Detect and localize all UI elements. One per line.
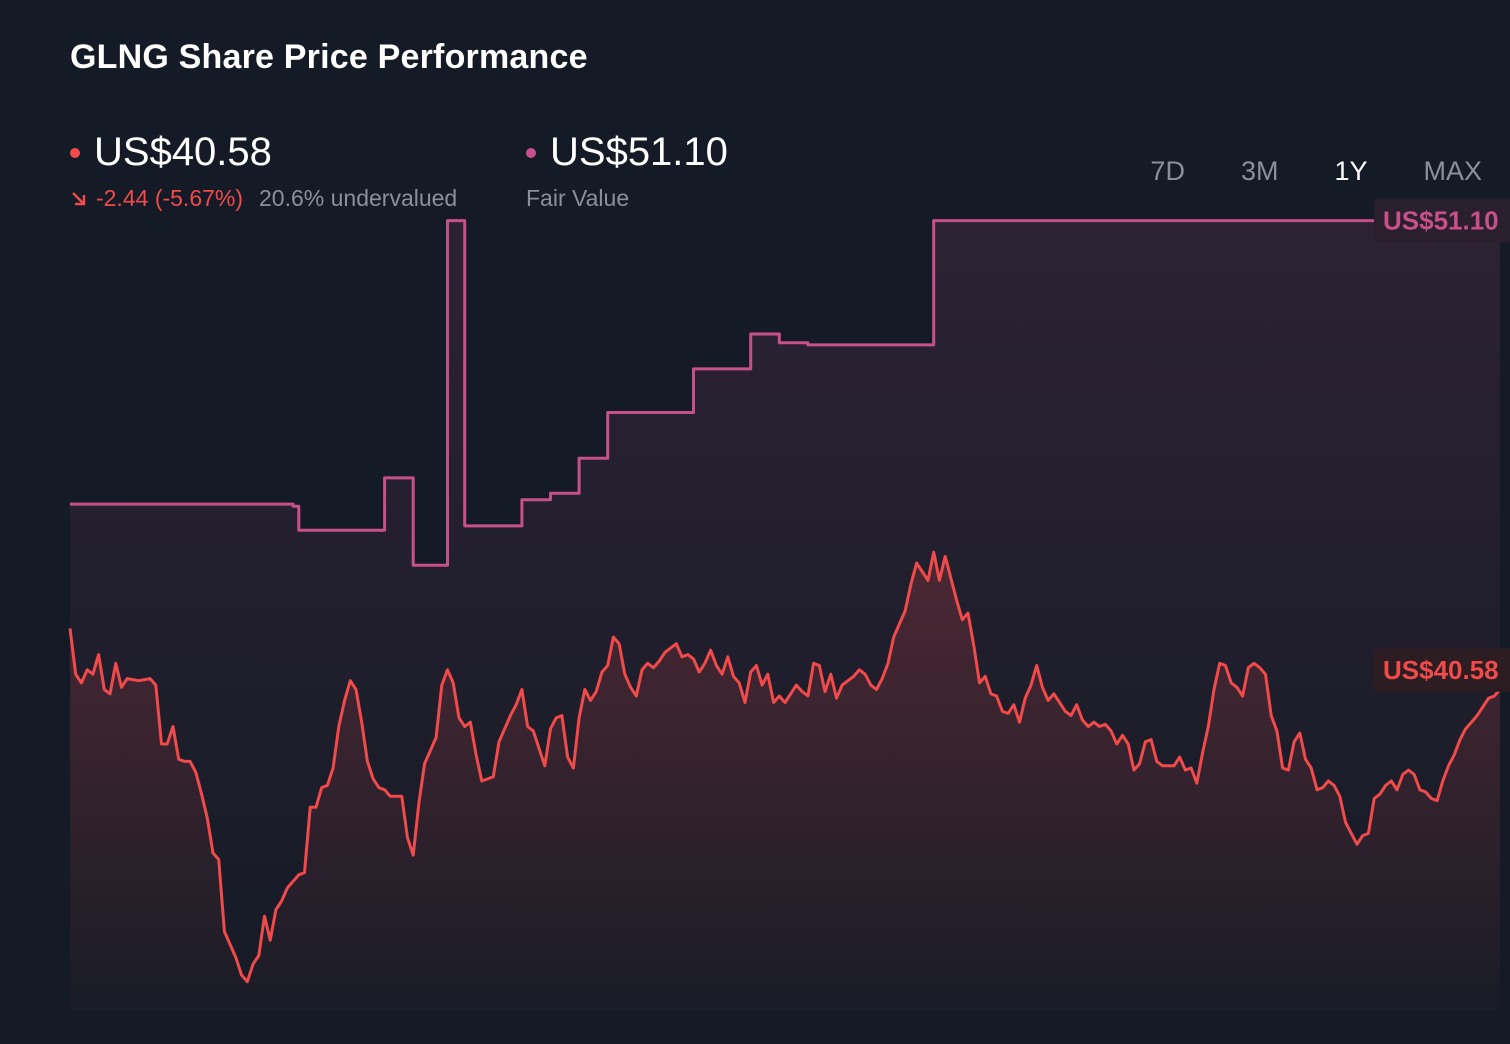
- period-max[interactable]: MAX: [1423, 156, 1482, 186]
- price-area: [70, 552, 1500, 1010]
- fair-value-value: US$51.10: [550, 130, 728, 174]
- fair-value-stat: US$51.10 Fair Value: [526, 130, 728, 212]
- period-7d[interactable]: 7D: [1150, 156, 1185, 186]
- price-dot-icon: [70, 147, 80, 158]
- price-end-label-bg: [1374, 647, 1510, 692]
- fair_value-line: [70, 219, 1500, 567]
- price-line: [68, 550, 1502, 984]
- valuation-text: 20.6% undervalued: [259, 185, 458, 211]
- fair-value-end-label-text: US$51.10: [1383, 206, 1499, 236]
- period-3m[interactable]: 3M: [1240, 156, 1279, 186]
- price-end-label-text: US$40.58: [1383, 655, 1499, 685]
- price-change-value: -2.44 (-5.67%): [96, 185, 244, 211]
- current-price-value: US$40.58: [94, 130, 272, 174]
- current-price-stat: US$40.58 -2.44 (-5.67%) 20.6% undervalue…: [70, 130, 457, 212]
- chart-title: GLNG Share Price Performance: [70, 38, 588, 76]
- price-change: -2.44 (-5.67%): [70, 185, 243, 212]
- fair-value-dot-icon: [526, 147, 536, 158]
- period-1y[interactable]: 1Y: [1334, 156, 1368, 186]
- period-selector: 7D 3M 1Y MAX: [1094, 156, 1482, 187]
- fair-value-end-label: US$51.10: [1374, 198, 1510, 243]
- fair-value-end-label-bg: [1374, 198, 1510, 243]
- arrow-down-right-icon: [72, 191, 86, 205]
- price-end-label: US$40.58: [1374, 647, 1510, 692]
- fair-value-label: Fair Value: [526, 185, 630, 211]
